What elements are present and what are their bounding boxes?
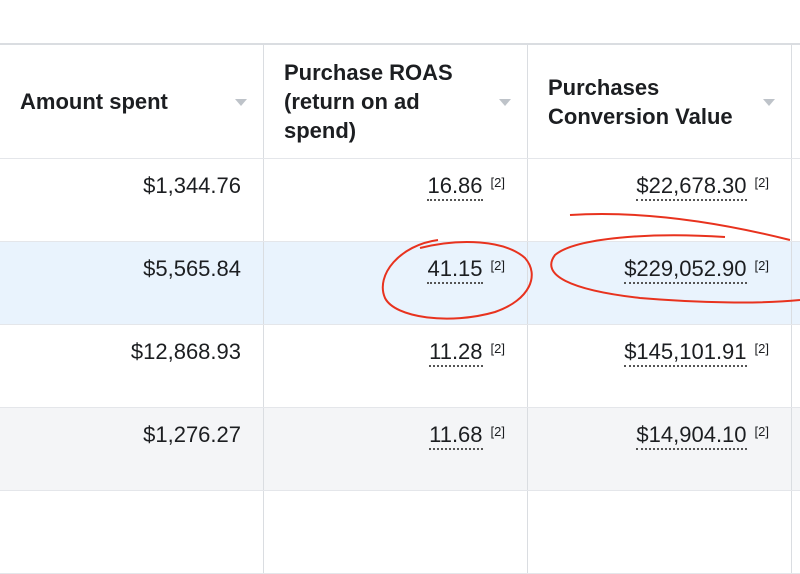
column-title: Purchases Conversion Value xyxy=(548,74,733,129)
amount-spent-value: $1,276.27 xyxy=(143,422,241,447)
footnote-marker[interactable]: [2] xyxy=(490,258,505,273)
footnote-marker[interactable]: [2] xyxy=(490,341,505,356)
conversion-value-link[interactable]: $22,678.30 xyxy=(636,173,747,201)
next-column-cell xyxy=(792,325,800,407)
sort-caret-icon[interactable] xyxy=(763,99,775,106)
ads-table: Amount spent Purchase ROAS (return on ad… xyxy=(0,43,800,574)
column-header-conversion-value[interactable]: Purchases Conversion Value xyxy=(528,45,792,158)
next-column-cell xyxy=(792,159,800,241)
conversion-value-link[interactable]: $14,904.10 xyxy=(636,422,747,450)
amount-spent-value: $12,868.93 xyxy=(130,339,241,364)
amount-spent-value: $1,344.76 xyxy=(143,173,241,198)
table-row[interactable]: $1,276.27 11.68 [2] $14,904.10 [2] xyxy=(0,408,800,491)
next-column-cell xyxy=(792,408,800,490)
sort-caret-icon[interactable] xyxy=(499,99,511,106)
conversion-value-cell: $14,904.10 [2] xyxy=(528,408,792,490)
roas-value-link[interactable]: 16.86 xyxy=(427,173,483,201)
roas-value-link[interactable]: 41.15 xyxy=(427,256,483,284)
footnote-marker[interactable]: [2] xyxy=(754,258,769,273)
conversion-value-link[interactable]: $145,101.91 xyxy=(624,339,747,367)
empty-cell xyxy=(0,491,264,573)
empty-cell xyxy=(264,491,528,573)
table-row xyxy=(0,491,800,574)
amount-spent-cell: $1,276.27 xyxy=(0,408,264,490)
roas-cell: 11.68 [2] xyxy=(264,408,528,490)
conversion-value-cell: $145,101.91 [2] xyxy=(528,325,792,407)
conversion-value-link[interactable]: $229,052.90 xyxy=(624,256,747,284)
amount-spent-cell: $1,344.76 xyxy=(0,159,264,241)
roas-value-link[interactable]: 11.28 xyxy=(429,339,483,367)
table-row[interactable]: $1,344.76 16.86 [2] $22,678.30 [2] xyxy=(0,159,800,242)
table-header: Amount spent Purchase ROAS (return on ad… xyxy=(0,45,800,159)
amount-spent-cell: $5,565.84 xyxy=(0,242,264,324)
column-header-purchase-roas[interactable]: Purchase ROAS (return on ad spend) xyxy=(264,45,528,158)
footnote-marker[interactable]: [2] xyxy=(490,175,505,190)
amount-spent-cell: $12,868.93 xyxy=(0,325,264,407)
conversion-value-cell: $229,052.90 [2] xyxy=(528,242,792,324)
next-column-cell xyxy=(792,242,800,324)
column-title: Purchase ROAS (return on ad spend) xyxy=(284,60,453,143)
column-header-amount-spent[interactable]: Amount spent xyxy=(0,45,264,158)
roas-cell: 11.28 [2] xyxy=(264,325,528,407)
table-row[interactable]: $5,565.84 41.15 [2] $229,052.90 [2] xyxy=(0,242,800,325)
footnote-marker[interactable]: [2] xyxy=(754,341,769,356)
sort-caret-icon[interactable] xyxy=(235,99,247,106)
empty-cell xyxy=(528,491,792,573)
roas-cell: 41.15 [2] xyxy=(264,242,528,324)
conversion-value-cell: $22,678.30 [2] xyxy=(528,159,792,241)
roas-cell: 16.86 [2] xyxy=(264,159,528,241)
footnote-marker[interactable]: [2] xyxy=(754,424,769,439)
roas-value-link[interactable]: 11.68 xyxy=(429,422,483,450)
column-header-next xyxy=(792,45,800,158)
table-row[interactable]: $12,868.93 11.28 [2] $145,101.91 [2] xyxy=(0,325,800,408)
amount-spent-value: $5,565.84 xyxy=(143,256,241,281)
footnote-marker[interactable]: [2] xyxy=(490,424,505,439)
footnote-marker[interactable]: [2] xyxy=(754,175,769,190)
column-title: Amount spent xyxy=(20,89,168,114)
